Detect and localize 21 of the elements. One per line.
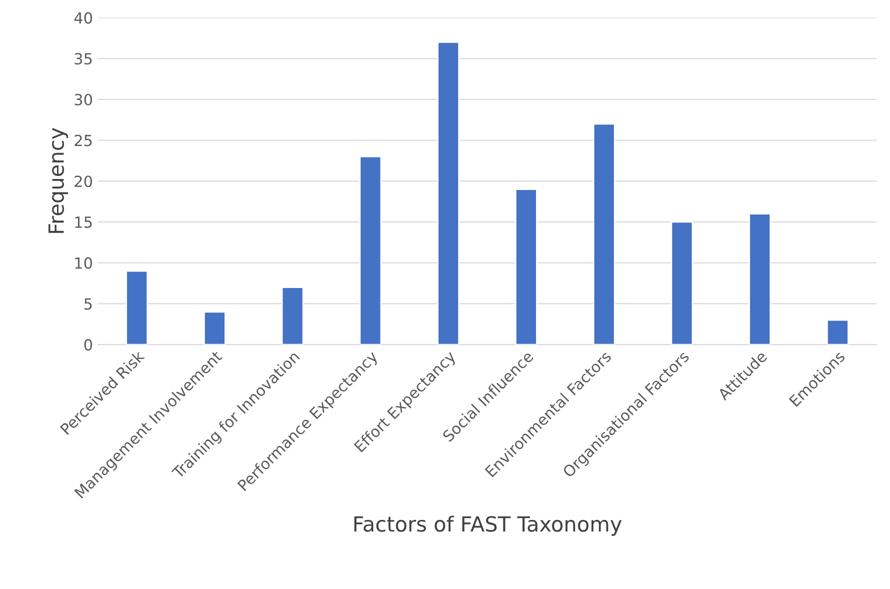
y-tick-label: 0 (84, 339, 92, 351)
y-tick-label: 20 (74, 176, 92, 188)
y-tick-label: 30 (74, 94, 92, 106)
x-axis-title: Factors of FAST Taxonomy (354, 516, 622, 536)
y-tick-label: 15 (75, 216, 92, 228)
bar (592, 123, 616, 345)
bar (126, 270, 148, 345)
bar (437, 41, 460, 345)
bar (826, 319, 849, 345)
bar (281, 286, 304, 345)
y-tick-label: 10 (75, 257, 92, 269)
y-axis-title: Frequency (48, 128, 68, 233)
y-tick-label: 25 (74, 134, 92, 146)
bar (670, 221, 694, 345)
y-tick-label: 40 (74, 12, 92, 24)
bar (515, 188, 538, 345)
bar (204, 311, 226, 345)
bar (359, 156, 382, 345)
y-tick-label: 35 (74, 52, 92, 65)
bar (748, 213, 772, 345)
y-tick-label: 5 (84, 298, 92, 310)
